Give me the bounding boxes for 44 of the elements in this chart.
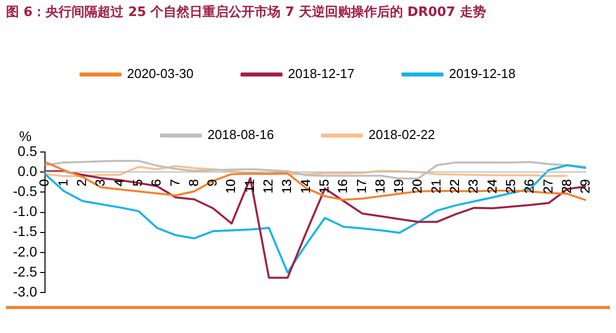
y-tick-label: -0.5 (13, 183, 38, 200)
x-tick-label: 16 (335, 179, 350, 194)
x-tick-label: 25 (502, 179, 518, 194)
legend-label: 2018-12-17 (288, 66, 354, 82)
x-tick-label: 29 (578, 179, 593, 194)
y-tick-label: -1.0 (13, 203, 38, 220)
x-tick-label: 3 (92, 179, 108, 186)
x-tick-label: 23 (466, 179, 481, 194)
y-tick-label: 0.5 (18, 142, 38, 159)
x-tick-label: 13 (279, 179, 294, 194)
x-tick-label: 14 (298, 179, 313, 194)
legend-label: 2020-03-30 (127, 66, 194, 82)
x-tick-label: 12 (260, 179, 276, 194)
x-tick-label: 18 (372, 179, 388, 194)
x-tick-label: 27 (540, 179, 556, 194)
x-tick-label: 22 (447, 179, 462, 194)
legend-label: 2019-12-18 (449, 66, 516, 82)
y-tick-label: -2.5 (13, 263, 38, 280)
x-tick-label: 20 (410, 179, 425, 194)
x-tick-label: 19 (391, 179, 406, 194)
y-tick-label: 0.0 (18, 162, 38, 179)
x-tick-label: 24 (484, 179, 500, 194)
x-tick-label: 9 (204, 179, 220, 186)
x-tick-label: 2 (74, 179, 90, 186)
x-tick-label: 8 (186, 179, 201, 186)
x-tick-label: 5 (130, 179, 145, 186)
x-tick-label: 21 (428, 179, 444, 194)
legend-label: 2018-02-22 (368, 127, 435, 142)
x-tick-label: 26 (522, 179, 537, 194)
y-tick-label: -1.5 (13, 223, 38, 240)
x-tick-label: 7 (167, 179, 182, 186)
x-tick-label: 15 (316, 179, 332, 194)
x-tick-label: 11 (242, 179, 257, 193)
x-tick-label: 10 (223, 179, 238, 194)
x-tick-label: 17 (354, 179, 369, 194)
x-tick-label: 1 (55, 179, 70, 186)
x-tick-label: 6 (148, 179, 164, 186)
y-tick-label: -3.0 (13, 283, 38, 300)
y-tick-label: -2.0 (13, 243, 38, 260)
legend-label: 2018-08-16 (208, 127, 274, 142)
x-tick-label: 28 (558, 179, 574, 194)
chart-title: 图 6：央行间隔超过 25 个自然日重启公开市场 7 天逆回购操作后的 DR007 走势 (6, 4, 486, 21)
x-tick-label: 4 (111, 179, 126, 186)
y-axis-title: % (19, 128, 32, 144)
